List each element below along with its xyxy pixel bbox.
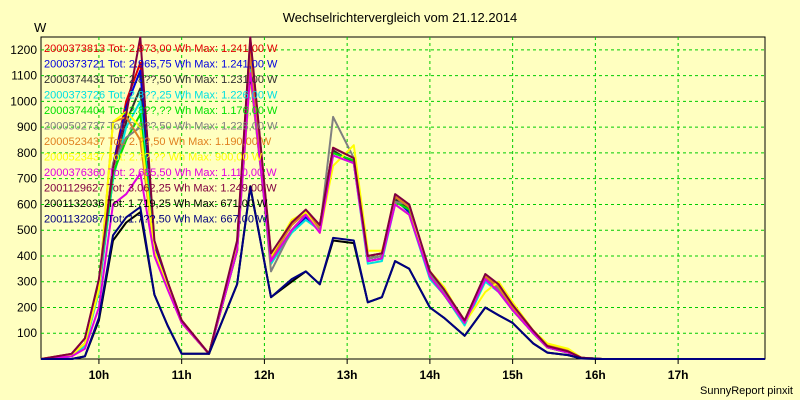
y-tick-label: 500: [17, 223, 37, 237]
series-lines: [40, 36, 765, 360]
y-tick-label: 400: [17, 249, 37, 263]
plot-area: [40, 36, 766, 360]
y-tick-label: 600: [17, 197, 37, 211]
x-tick-label: 13h: [337, 368, 358, 382]
legend-entry: 2000374404 Tot: 2.8??,?? Wh Max: 1.176,0…: [44, 105, 278, 117]
chart-title: Wechselrichtervergleich vom 21.12.2014: [283, 10, 518, 25]
x-tick-label: 12h: [254, 368, 275, 382]
y-tick-label: 300: [17, 275, 37, 289]
series-line-12: [41, 186, 765, 360]
x-tick-label: 14h: [420, 368, 441, 382]
legend-entry: 2000523437 Tot: 2.??,50 Wh Max: 1.190,00…: [44, 136, 272, 148]
y-tick-label: 700: [17, 172, 37, 186]
legend-entry: 2000523437 Tot: 2.??,?? Wh Max: 900,00 W: [44, 152, 263, 164]
legend-entry: 2001129627 Tot: 3.062,25 Wh Max: 1.249,0…: [44, 183, 277, 195]
x-tick-label: 10h: [89, 368, 110, 382]
legend: 2000373813 Tot: 2.973,00 Wh Max: 1.241,0…: [44, 43, 278, 226]
legend-entry: 2000376360 Tot: 2.685,50 Wh Max: 1.110,0…: [44, 167, 277, 179]
y-tick-label: 900: [17, 120, 37, 134]
y-tick-label: 1200: [10, 43, 37, 57]
y-axis-unit-label: W: [34, 20, 47, 35]
legend-entry: 2000373721 Tot: 2.965,75 Wh Max: 1.241,0…: [44, 59, 278, 71]
x-tick-label: 15h: [502, 368, 523, 382]
legend-entry: 2000502737 Tot: 2.9??,50 Wh Max: 1.228,0…: [44, 121, 278, 133]
x-tick-label: 11h: [172, 368, 192, 382]
legend-entry: 2000374431 Tot: 2.8??,50 Wh Max: 1.231,0…: [44, 74, 278, 86]
legend-entry: 2001132087 Tot: 1.7??,50 Wh Max: 667,00 …: [44, 214, 268, 226]
y-tick-label: 200: [17, 300, 37, 314]
footer-credit: SunnyReport pinxit: [700, 385, 793, 397]
y-tick-label: 100: [17, 326, 37, 340]
x-tick-label: 16h: [585, 368, 606, 382]
grid: [41, 37, 765, 359]
axes: 100 200 300 400 500 600 700 800 900 1000 1100 1200 1…: [10, 43, 688, 382]
x-tick-label: 17h: [668, 368, 689, 382]
y-tick-label: 800: [17, 146, 37, 160]
legend-entry: 2001132036 Tot: 1.719,25 Wh Max: 671,00 …: [44, 198, 268, 210]
legend-entry: 2000373726 Tot: 2.8??,25 Wh Max: 1.226,0…: [44, 90, 278, 102]
legend-entry: 2000373813 Tot: 2.973,00 Wh Max: 1.241,0…: [44, 43, 278, 55]
y-tick-label: 1100: [11, 69, 37, 83]
y-tick-label: 1000: [10, 94, 37, 108]
